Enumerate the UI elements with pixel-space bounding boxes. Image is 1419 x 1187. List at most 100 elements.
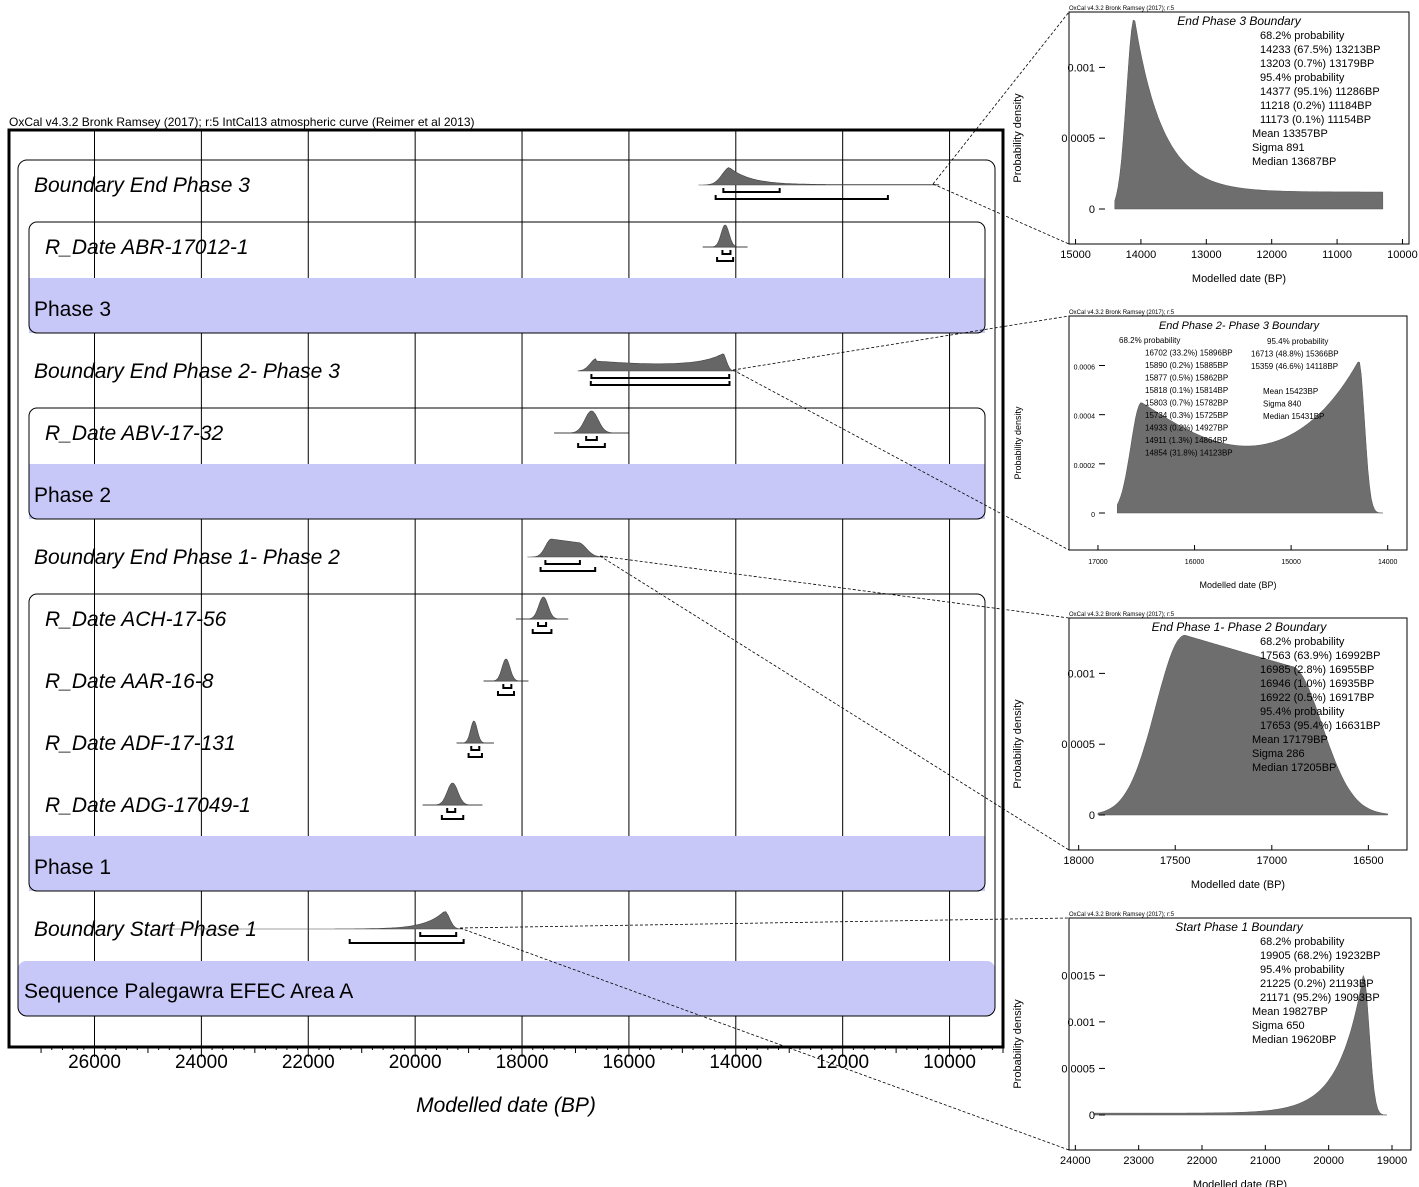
inset-stat-line: Sigma 891 — [1252, 142, 1305, 154]
inset-stat-line: 95.4% probability — [1260, 964, 1345, 976]
inset-stat-line: 68.2% probability — [1260, 636, 1345, 648]
inset-y-tick-label: 0.0002 — [1074, 463, 1096, 470]
row-label: R_Date ACH-17-56 — [45, 608, 227, 631]
inset-panel: OxCal v4.3.2 Bronk Ramsey (2017); r:5 170… — [1013, 310, 1408, 590]
inset-y-axis-title: Probability density — [1012, 93, 1024, 183]
inset-y-tick-label: 0 — [1089, 204, 1095, 216]
inset-stat-line: Sigma 650 — [1252, 1020, 1305, 1032]
inset-stat-line: 21225 (0.2%) 21193BP — [1260, 978, 1374, 990]
inset-stat-line: Mean 15423BP — [1263, 387, 1318, 396]
inset-stat-line: 95.4% probability — [1260, 706, 1345, 718]
inset-stat-line: 16985 (2.8%) 16955BP — [1260, 664, 1374, 676]
header-text: OxCal v4.3.2 Bronk Ramsey (2017); r:5 In… — [9, 115, 475, 129]
inset-y-tick-label: 0.0006 — [1074, 365, 1096, 372]
inset-header: OxCal v4.3.2 Bronk Ramsey (2017); r:5 — [1069, 912, 1175, 918]
inset-x-axis-title: Modelled date (BP) — [1193, 1179, 1287, 1187]
inset-stat-line: 21171 (95.2%) 19093BP — [1260, 992, 1380, 1004]
inset-x-tick-label: 14000 — [1378, 559, 1398, 566]
phase-band — [29, 464, 985, 519]
phase-box — [28, 407, 986, 520]
range-68-bracket — [537, 622, 548, 627]
distribution — [521, 596, 563, 620]
inset-stat-line: 15359 (46.6%) 14118BP — [1251, 362, 1338, 371]
distribution — [527, 538, 608, 558]
inset-stat-line: Mean 19827BP — [1252, 1006, 1328, 1018]
inset-y-tick-label: 0.0005 — [1061, 133, 1095, 145]
inset-title: End Phase 2- Phase 3 Boundary — [1159, 320, 1321, 332]
inset-x-tick-label: 17000 — [1257, 855, 1288, 867]
inset-density — [1094, 974, 1387, 1116]
inset-x-tick-label: 17000 — [1088, 559, 1108, 566]
inset-y-tick-label: 0.001 — [1067, 62, 1095, 74]
row-label: R_Date ADF-17-131 — [45, 732, 236, 755]
leader-line — [599, 555, 1070, 619]
inset-header: OxCal v4.3.2 Bronk Ramsey (2017); r:5 — [1069, 310, 1175, 316]
inset-header: OxCal v4.3.2 Bronk Ramsey (2017); r:5 — [1069, 6, 1175, 12]
inset-density — [1097, 634, 1388, 816]
distribution — [429, 782, 477, 806]
inset-stat-line: 11218 (0.2%) 11184BP — [1260, 100, 1372, 112]
inset-stat-line: 11173 (0.1%) 11154BP — [1260, 114, 1371, 126]
inset-stat-line: 95.4% probability — [1267, 337, 1328, 346]
inset-stat-line: Median 19620BP — [1252, 1034, 1336, 1046]
row-label: Boundary End Phase 3 — [34, 174, 250, 197]
leader-line — [599, 555, 1070, 851]
inset-stat-line: Mean 17179BP — [1252, 734, 1328, 746]
inset-stat-line: Mean 13357BP — [1252, 128, 1328, 140]
inset-stat-line: 14377 (95.1%) 11286BP — [1260, 86, 1380, 98]
leader-line — [932, 11, 1070, 185]
inset-panel: OxCal v4.3.2 Bronk Ramsey (2017); r:5 240… — [1012, 912, 1412, 1187]
inset-x-tick-label: 20000 — [1313, 1155, 1344, 1167]
phase-box — [28, 221, 986, 334]
range-68-bracket — [585, 436, 598, 441]
inset-panel: OxCal v4.3.2 Bronk Ramsey (2017); r:5 180… — [1012, 612, 1408, 891]
x-tick-label: 18000 — [496, 1052, 549, 1073]
inset-stat-line: 68.2% probability — [1260, 936, 1345, 948]
inset-y-tick-label: 0.0005 — [1061, 739, 1095, 751]
inset-x-tick-label: 13000 — [1191, 249, 1222, 261]
range-68-bracket — [419, 932, 458, 937]
inset-stat-line: 14933 (0.2%) 14927BP — [1145, 424, 1228, 433]
x-tick-label: 26000 — [68, 1052, 121, 1073]
inset-stat-line: Sigma 286 — [1252, 748, 1305, 760]
range-68-bracket — [446, 808, 457, 813]
inset-stat-line: 13203 (0.7%) 13179BP — [1260, 58, 1374, 70]
inset-y-axis-title: Probability density — [1013, 406, 1023, 480]
inset-x-tick-label: 19000 — [1377, 1155, 1408, 1167]
sequence-band — [18, 961, 995, 1016]
x-axis-title: Modelled date (BP) — [416, 1094, 596, 1117]
inset-x-tick-label: 15000 — [1281, 559, 1301, 566]
x-tick-label: 16000 — [602, 1052, 655, 1073]
range-68-bracket — [722, 188, 781, 193]
inset-x-tick-label: 24000 — [1060, 1155, 1091, 1167]
inset-stat-line: 19905 (68.2%) 19232BP — [1260, 950, 1380, 962]
inset-x-tick-label: 15000 — [1060, 249, 1091, 261]
x-tick-label: 12000 — [816, 1052, 869, 1073]
inset-stat-line: Median 15431BP — [1263, 412, 1324, 421]
phase-band — [29, 836, 985, 891]
inset-y-tick-label: 0 — [1089, 1110, 1095, 1122]
inset-x-tick-label: 11000 — [1322, 249, 1352, 261]
inset-stat-line: 16702 (33.2%) 15896BP — [1145, 349, 1233, 358]
inset-panel: OxCal v4.3.2 Bronk Ramsey (2017); r:5 150… — [1012, 6, 1418, 285]
row-label: R_Date ABV-17-32 — [45, 422, 224, 445]
range-95-bracket — [577, 443, 606, 448]
inset-y-tick-label: 0.001 — [1067, 668, 1095, 680]
inset-x-axis-title: Modelled date (BP) — [1192, 273, 1286, 285]
inset-x-tick-label: 21000 — [1250, 1155, 1281, 1167]
range-95-bracket — [716, 257, 735, 262]
inset-x-tick-label: 23000 — [1123, 1155, 1154, 1167]
row-label: Boundary Start Phase 1 — [34, 918, 257, 941]
range-68-bracket — [470, 746, 481, 751]
phase-band — [29, 278, 985, 333]
inset-stat-line: 15803 (0.7%) 15782BP — [1145, 399, 1228, 408]
distribution — [488, 658, 524, 682]
inset-y-axis-title: Probability density — [1012, 699, 1024, 789]
inset-y-tick-label: 0.001 — [1067, 1017, 1095, 1029]
leader-line — [459, 927, 1070, 1151]
row-label: Phase 3 — [34, 298, 111, 321]
range-95-bracket — [496, 691, 516, 696]
x-tick-label: 24000 — [175, 1052, 228, 1073]
range-95-bracket — [589, 381, 731, 386]
inset-stat-line: 14911 (1.3%) 14864BP — [1145, 436, 1228, 445]
